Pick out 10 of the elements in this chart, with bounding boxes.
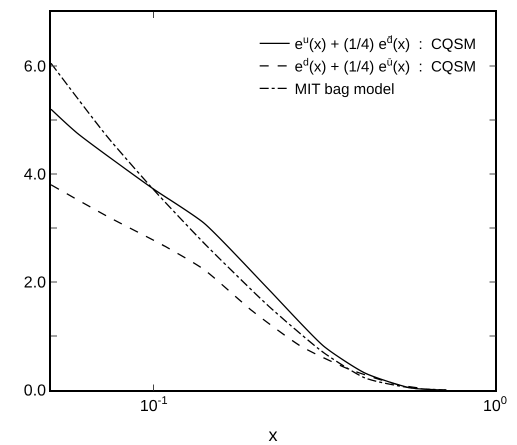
y-tick-label: 4.0	[24, 166, 46, 184]
legend-label: MIT bag model	[294, 81, 394, 98]
legend-label: e$^{u}$(x) + (1/4) e$^{d̄}$(x) : CQSM	[294, 34, 476, 54]
legend-label: e$^{d}$(x) + (1/4) e$^{ū}$(x) : CQSM	[294, 56, 476, 76]
x-tick-label: 10$^{-1}$	[140, 395, 168, 415]
y-tick-label: 0.0	[24, 382, 46, 400]
y-tick-label: 2.0	[24, 274, 46, 292]
x-tick-label: 10$^{0}$	[482, 395, 508, 415]
x-axis-title: x	[268, 425, 278, 445]
y-tick-label: 6.0	[24, 58, 46, 76]
